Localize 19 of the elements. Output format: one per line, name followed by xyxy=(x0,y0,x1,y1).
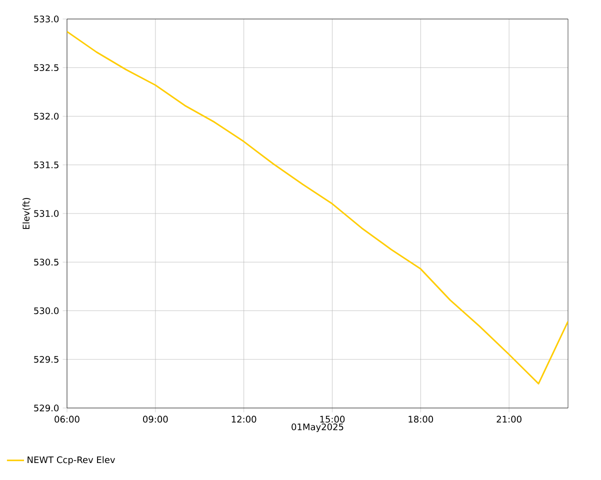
line-series xyxy=(67,30,568,384)
x-tick-label: 15:00 xyxy=(320,416,345,423)
y-tick-label: 529.0 xyxy=(34,404,59,412)
legend-label: NEWT Ccp-Rev Elev xyxy=(28,456,116,465)
y-tick-label: 531.0 xyxy=(34,210,59,217)
x-tick-label: 06:00 xyxy=(54,416,80,423)
y-tick-label: 533.0 xyxy=(34,16,59,22)
x-tick-label: 18:00 xyxy=(408,416,434,423)
y-tick-label: 529.5 xyxy=(34,356,58,363)
y-tick-label: 532.0 xyxy=(34,112,59,120)
y-axis-title: Elev(ft) xyxy=(22,198,31,229)
x-tick-label: 12:00 xyxy=(232,416,256,423)
x-tick-label: 09:00 xyxy=(143,416,168,423)
y-tick-label: 530.5 xyxy=(34,258,58,266)
x-tick-label: 21:00 xyxy=(496,416,522,423)
y-tick-label: 532.5 xyxy=(34,64,58,72)
x-axis-title: 01May2025 xyxy=(292,423,344,432)
y-tick-label: 531.5 xyxy=(34,161,58,168)
y-tick-label: 530.0 xyxy=(34,307,59,314)
